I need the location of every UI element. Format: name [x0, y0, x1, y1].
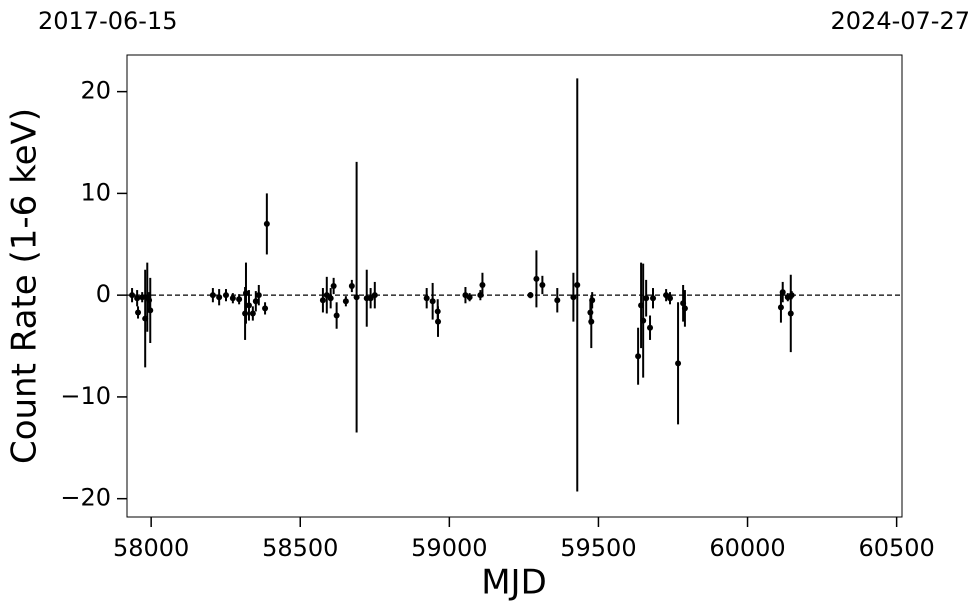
plot-frame	[126, 54, 903, 518]
data-point	[527, 292, 534, 299]
data-point	[640, 317, 647, 324]
data-point	[262, 305, 269, 312]
y-tick-label: 10	[80, 178, 111, 206]
end-date: 2024-07-27	[831, 7, 970, 35]
start-date: 2017-06-15	[38, 7, 177, 35]
data-point	[435, 318, 442, 325]
data-point	[216, 294, 223, 301]
data-point	[643, 295, 650, 302]
data-point	[229, 295, 236, 302]
data-point	[588, 318, 595, 325]
data-point	[667, 295, 674, 302]
x-tick-label: 58500	[262, 534, 338, 562]
data-point	[788, 292, 795, 299]
x-axis-label: MJD	[481, 563, 547, 603]
x-tick-label: 59500	[560, 534, 636, 562]
data-point	[209, 292, 216, 299]
data-point	[242, 290, 249, 297]
data-point	[635, 353, 642, 360]
data-point	[333, 312, 340, 319]
data-point	[222, 292, 229, 299]
data-point	[681, 305, 688, 312]
data-point	[466, 294, 473, 301]
data-point	[236, 296, 243, 303]
y-tick-label: −20	[60, 484, 111, 512]
data-point	[570, 294, 577, 301]
data-point	[479, 281, 486, 288]
data-point	[779, 289, 786, 296]
data-point	[255, 292, 262, 299]
y-tick-label: 20	[80, 77, 111, 105]
data-point	[647, 324, 654, 331]
data-point	[423, 295, 430, 302]
y-axis-label: Count Rate (1-6 keV)	[5, 108, 45, 464]
data-point	[675, 360, 682, 367]
data-point	[147, 307, 154, 314]
data-point	[348, 283, 355, 289]
data-point	[650, 295, 657, 302]
data-point	[263, 220, 270, 227]
data-point	[533, 275, 540, 282]
data-point	[342, 298, 349, 305]
x-tick-label: 60500	[858, 534, 934, 562]
data-point	[319, 297, 326, 304]
data-point	[787, 310, 794, 317]
data-point	[252, 298, 259, 305]
data-point	[249, 310, 256, 317]
data-point	[574, 281, 581, 288]
data-point	[367, 295, 374, 302]
data-point	[135, 309, 142, 316]
x-tick-label: 59000	[411, 534, 487, 562]
data-point	[353, 294, 360, 301]
data-point	[129, 292, 136, 299]
y-tick-label: −10	[60, 382, 111, 410]
x-tick-label: 58000	[113, 534, 189, 562]
data-point	[245, 302, 252, 309]
data-point	[327, 295, 334, 302]
data-point	[554, 297, 561, 304]
data-point	[330, 283, 337, 289]
y-tick-label: 0	[96, 280, 111, 308]
data-point	[371, 292, 378, 299]
data-point	[539, 281, 546, 288]
x-tick-label: 60000	[709, 534, 785, 562]
data-point	[134, 295, 141, 302]
data-point	[429, 298, 436, 305]
data-point	[139, 294, 146, 301]
data-point	[589, 297, 596, 304]
data-point	[777, 304, 784, 311]
